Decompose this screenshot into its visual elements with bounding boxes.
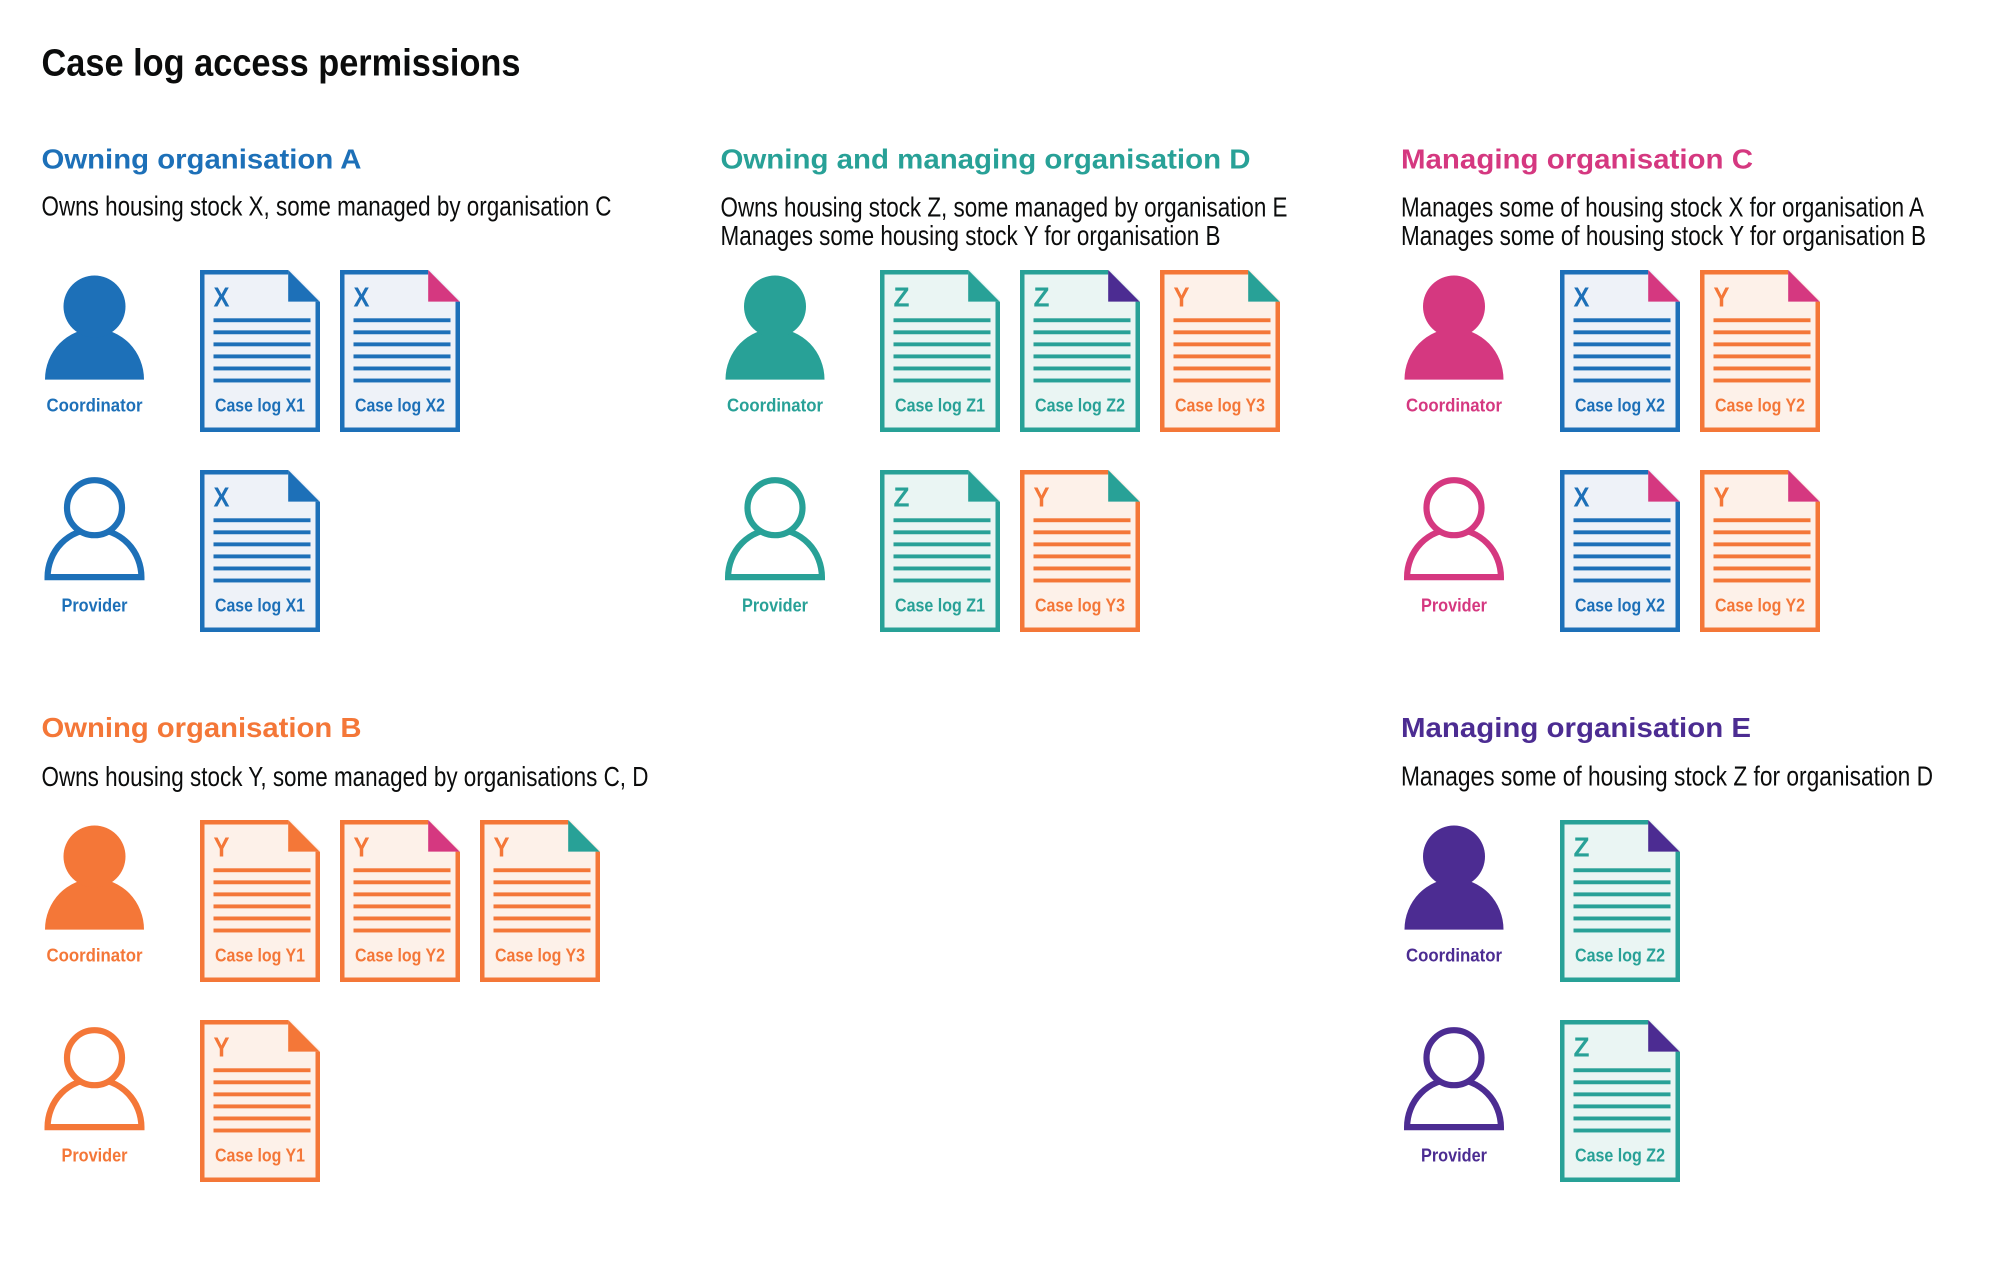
svg-text:Z: Z bbox=[1574, 1031, 1590, 1062]
svg-text:X: X bbox=[1574, 281, 1590, 312]
svg-text:X: X bbox=[214, 281, 230, 312]
svg-text:Z: Z bbox=[894, 481, 910, 512]
svg-text:Case log X2: Case log X2 bbox=[1575, 396, 1665, 416]
svg-text:Y: Y bbox=[1034, 481, 1050, 512]
svg-text:Coordinator: Coordinator bbox=[47, 395, 143, 415]
svg-text:Provider: Provider bbox=[1421, 1146, 1487, 1166]
svg-text:Case log Z2: Case log Z2 bbox=[1575, 1146, 1665, 1166]
svg-text:X: X bbox=[214, 481, 230, 512]
svg-text:Y: Y bbox=[214, 831, 230, 862]
svg-text:Manages some of housing stock: Manages some of housing stock Z for orga… bbox=[1401, 760, 1933, 791]
svg-text:Coordinator: Coordinator bbox=[47, 945, 143, 965]
svg-text:Y: Y bbox=[494, 831, 510, 862]
svg-text:Case log Y2: Case log Y2 bbox=[1715, 396, 1805, 416]
svg-text:Coordinator: Coordinator bbox=[1406, 395, 1502, 415]
svg-text:Case log Y2: Case log Y2 bbox=[1715, 596, 1805, 616]
svg-text:Case log Y3: Case log Y3 bbox=[1035, 596, 1125, 616]
svg-text:Y: Y bbox=[1174, 281, 1190, 312]
svg-text:Y: Y bbox=[354, 831, 370, 862]
svg-text:Manages some of housing stock: Manages some of housing stock Y for orga… bbox=[1401, 220, 1926, 251]
svg-text:X: X bbox=[1574, 481, 1590, 512]
svg-text:Case log Z1: Case log Z1 bbox=[895, 596, 985, 616]
svg-text:Provider: Provider bbox=[742, 596, 808, 616]
svg-text:Provider: Provider bbox=[62, 596, 128, 616]
svg-text:Case log Y3: Case log Y3 bbox=[495, 946, 585, 966]
svg-text:Provider: Provider bbox=[1421, 596, 1487, 616]
svg-text:Coordinator: Coordinator bbox=[727, 395, 823, 415]
svg-text:Case log X1: Case log X1 bbox=[215, 396, 305, 416]
svg-text:Owning organisation A: Owning organisation A bbox=[42, 144, 362, 175]
svg-text:Case log Z1: Case log Z1 bbox=[895, 396, 985, 416]
svg-text:Case log Y1: Case log Y1 bbox=[215, 946, 305, 966]
svg-text:Case log X2: Case log X2 bbox=[355, 396, 445, 416]
svg-text:Coordinator: Coordinator bbox=[1406, 945, 1502, 965]
svg-text:Z: Z bbox=[1574, 831, 1590, 862]
svg-text:Case log X2: Case log X2 bbox=[1575, 596, 1665, 616]
svg-text:Managing organisation C: Managing organisation C bbox=[1401, 144, 1753, 175]
svg-text:Case log access permissions: Case log access permissions bbox=[42, 43, 521, 85]
svg-text:Owns housing stock Z, some man: Owns housing stock Z, some managed by or… bbox=[721, 192, 1288, 223]
svg-text:Case log Y3: Case log Y3 bbox=[1175, 396, 1265, 416]
svg-text:Z: Z bbox=[894, 281, 910, 312]
svg-text:Manages some of housing stock: Manages some of housing stock X for orga… bbox=[1401, 192, 1924, 223]
svg-text:Owns housing stock Y, some man: Owns housing stock Y, some managed by or… bbox=[42, 761, 649, 792]
svg-text:Owning organisation B: Owning organisation B bbox=[42, 712, 362, 743]
svg-text:Case log Z2: Case log Z2 bbox=[1035, 396, 1125, 416]
svg-text:Case log Y1: Case log Y1 bbox=[215, 1146, 305, 1166]
svg-text:Z: Z bbox=[1034, 281, 1050, 312]
svg-text:Y: Y bbox=[1714, 481, 1730, 512]
svg-text:Provider: Provider bbox=[62, 1146, 128, 1166]
svg-text:X: X bbox=[354, 281, 370, 312]
svg-text:Y: Y bbox=[1714, 281, 1730, 312]
svg-text:Case log Z2: Case log Z2 bbox=[1575, 946, 1665, 966]
svg-text:Managing organisation E: Managing organisation E bbox=[1401, 712, 1751, 743]
svg-text:Owns housing stock X, some man: Owns housing stock X, some managed by or… bbox=[42, 191, 612, 222]
svg-text:Owning and managing organisati: Owning and managing organisation D bbox=[721, 144, 1251, 175]
svg-text:Manages some housing stock Y f: Manages some housing stock Y for organis… bbox=[721, 220, 1221, 251]
svg-text:Case log Y2: Case log Y2 bbox=[355, 946, 445, 966]
svg-text:Case log X1: Case log X1 bbox=[215, 596, 305, 616]
svg-text:Y: Y bbox=[214, 1031, 230, 1062]
